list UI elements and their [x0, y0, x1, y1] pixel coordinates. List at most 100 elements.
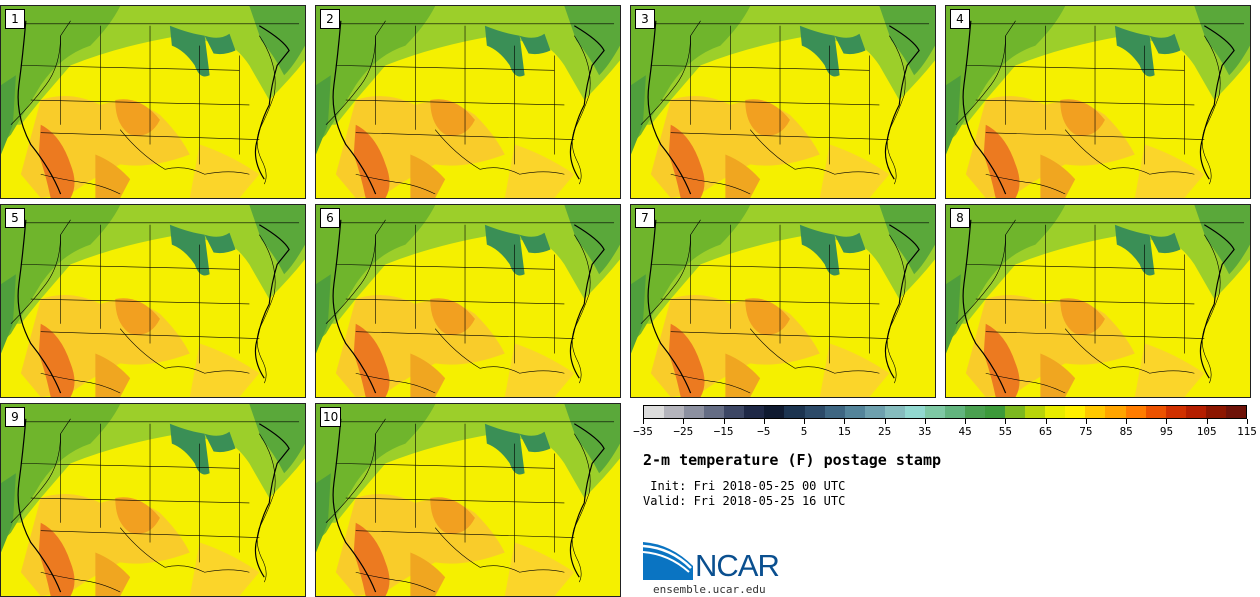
colorbar-cell — [684, 406, 705, 418]
colorbar-tick-label: 55 — [998, 425, 1013, 438]
panel-number: 5 — [5, 208, 25, 228]
panel-number: 3 — [635, 9, 655, 29]
colorbar-cell — [1185, 406, 1206, 418]
colorbar-cell — [1125, 406, 1146, 418]
colorbar-tick-label: 75 — [1079, 425, 1093, 438]
colorbar-cell — [965, 406, 986, 418]
colorbar-cell — [944, 406, 965, 418]
colorbar-tick — [643, 419, 644, 424]
colorbar-tick-label: 15 — [837, 425, 851, 438]
colorbar-cell — [1065, 406, 1086, 418]
plot-title: 2-m temperature (F) postage stamp — [643, 451, 942, 469]
colorbar-cell — [864, 406, 885, 418]
colorbar-tick — [884, 419, 886, 424]
panel-number: 1 — [5, 9, 25, 29]
colorbar-tick-label: 35 — [918, 425, 932, 438]
colorbar-tick — [1005, 419, 1007, 424]
colorbar-cell — [1085, 406, 1106, 418]
colorbar-cell — [884, 406, 905, 418]
colorbar-tick — [844, 419, 846, 424]
temperature-map — [631, 6, 935, 198]
panel-number: 8 — [950, 208, 970, 228]
colorbar-tick-label: −15 — [713, 425, 734, 438]
panel-number: 10 — [320, 407, 342, 427]
map-panel: 2 — [315, 5, 621, 199]
colorbar-tick — [965, 419, 967, 424]
colorbar-tick — [924, 419, 926, 424]
colorbar-cell — [1205, 406, 1226, 418]
temperature-map — [946, 205, 1250, 397]
colorbar-tick — [1247, 419, 1248, 424]
map-panel: 9 — [0, 403, 306, 597]
panel-number: 2 — [320, 9, 340, 29]
colorbar-tick-label: −5 — [757, 425, 771, 438]
temperature-map — [1, 6, 305, 198]
colorbar-tick — [1126, 419, 1128, 424]
colorbar-tick-label: −25 — [673, 425, 694, 438]
colorbar-ticks: −35 −25 −15 −5 5 15 25 35 45 55 65 75 85 95 105 115 — [633, 419, 1257, 443]
colorbar-cell — [804, 406, 825, 418]
map-panel: 7 — [630, 204, 936, 398]
colorbar-cell — [664, 406, 685, 418]
colorbar-cell — [1025, 406, 1046, 418]
colorbar-tick-label: 95 — [1159, 425, 1174, 438]
map-panel: 1 — [0, 5, 306, 199]
colorbar-tick — [1166, 419, 1168, 424]
colorbar-cell — [1225, 406, 1246, 418]
colorbar-cell — [644, 406, 665, 418]
colorbar-tick-label: 25 — [877, 425, 892, 438]
colorbar-cell — [844, 406, 865, 418]
map-panel: 5 — [0, 204, 306, 398]
colorbar-cell — [824, 406, 845, 418]
map-panel: 10 — [315, 403, 621, 597]
ncar-logo: NCAR — [643, 540, 793, 585]
colorbar-cell — [1165, 406, 1186, 418]
colorbar-cell — [704, 406, 725, 418]
temperature-map — [316, 205, 620, 397]
colorbar-cell — [1045, 406, 1066, 418]
temperature-map — [1, 205, 305, 397]
colorbar-tick — [1085, 419, 1087, 424]
temperature-map — [316, 404, 620, 596]
panel-number: 4 — [950, 9, 970, 29]
colorbar-tick-label: 45 — [958, 425, 972, 438]
ncar-swoosh-icon — [643, 542, 693, 580]
colorbar-tick — [763, 419, 765, 424]
colorbar-cell — [1105, 406, 1126, 418]
colorbar-tick — [1206, 419, 1208, 424]
colorbar-tick-label: 105 — [1196, 425, 1217, 438]
colorbar-cell — [764, 406, 785, 418]
colorbar-cell — [1145, 406, 1166, 418]
map-panel: 8 — [945, 204, 1251, 398]
panel-number: 7 — [635, 208, 655, 228]
colorbar-tick-label: 5 — [800, 425, 808, 438]
init-time: Init: Fri 2018-05-25 00 UTC — [643, 479, 846, 493]
colorbar-tick — [723, 419, 725, 424]
colorbar-tick-label: 65 — [1039, 425, 1053, 438]
temperature-map — [1, 404, 305, 596]
map-panel: 6 — [315, 204, 621, 398]
colorbar-cell — [924, 406, 945, 418]
site-url: ensemble.ucar.edu — [653, 583, 766, 596]
temperature-map — [316, 6, 620, 198]
colorbar-tick-label: 85 — [1119, 425, 1133, 438]
map-panel: 4 — [945, 5, 1251, 199]
colorbar-cell — [724, 406, 745, 418]
colorbar-tick-label: −35 — [633, 425, 653, 438]
colorbar-cell — [904, 406, 925, 418]
colorbar — [643, 405, 1247, 419]
colorbar-tick-label: 115 — [1237, 425, 1257, 438]
colorbar-tick — [1045, 419, 1047, 424]
map-panel: 3 — [630, 5, 936, 199]
colorbar-cell — [744, 406, 765, 418]
colorbar-tick — [804, 419, 806, 424]
colorbar-cell — [784, 406, 805, 418]
temperature-map — [631, 205, 935, 397]
ncar-logo-text: NCAR — [695, 548, 780, 583]
panel-number: 9 — [5, 407, 25, 427]
colorbar-tick — [683, 419, 685, 424]
valid-time: Valid: Fri 2018-05-25 16 UTC — [643, 494, 846, 508]
colorbar-cell — [985, 406, 1006, 418]
colorbar-cell — [1005, 406, 1026, 418]
temperature-map — [946, 6, 1250, 198]
